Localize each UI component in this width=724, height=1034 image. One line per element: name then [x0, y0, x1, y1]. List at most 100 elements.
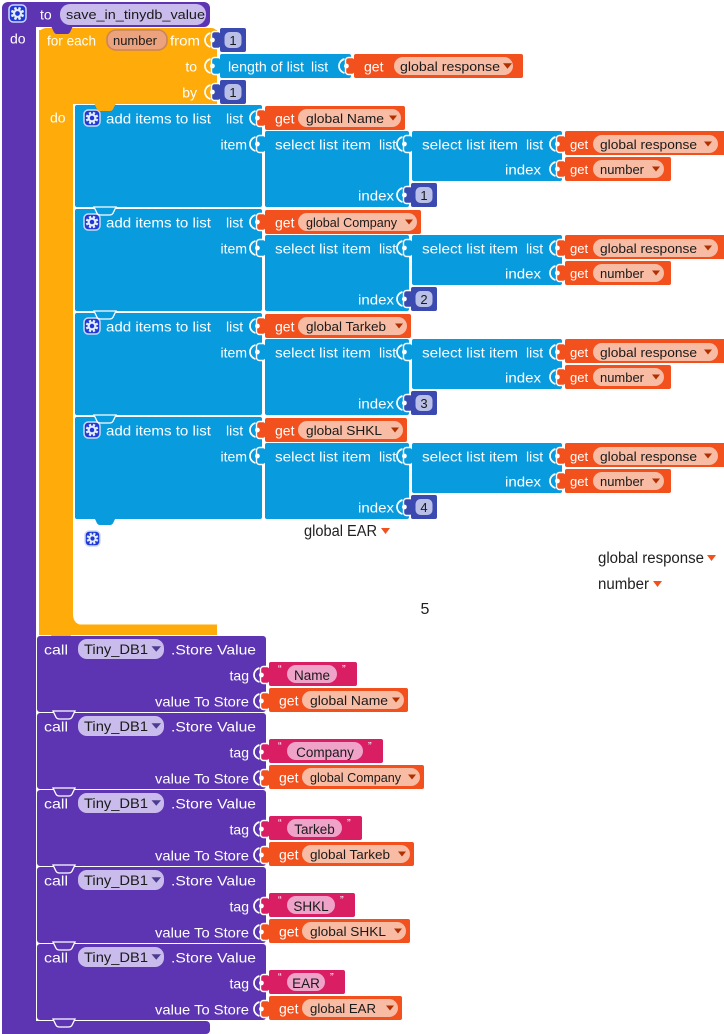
svg-text:for each: for each — [47, 33, 96, 49]
svg-text:get: get — [570, 449, 588, 464]
svg-text:list: list — [379, 241, 396, 257]
svg-text:get: get — [279, 847, 299, 863]
svg-text:index: index — [358, 500, 394, 516]
svg-text:global response: global response — [400, 59, 500, 74]
svg-text:length of list: length of list — [228, 59, 304, 75]
svg-text:”: ” — [347, 818, 351, 830]
svg-text:list: list — [526, 137, 543, 153]
svg-text:global EAR: global EAR — [310, 1001, 376, 1016]
svg-text:global response: global response — [600, 137, 697, 152]
svg-text:get: get — [570, 241, 588, 256]
svg-text:get: get — [279, 1001, 299, 1017]
svg-text:number: number — [113, 33, 158, 48]
svg-text:save_in_tinydb_value: save_in_tinydb_value — [66, 7, 205, 22]
svg-text:do: do — [10, 31, 26, 47]
svg-text:list: list — [526, 345, 543, 361]
svg-text:add items to list: add items to list — [106, 319, 211, 335]
svg-text:call: call — [44, 873, 68, 889]
svg-text:Name: Name — [294, 668, 330, 683]
svg-text:Tiny_DB1: Tiny_DB1 — [84, 642, 148, 657]
svg-text:value To Store: value To Store — [155, 694, 249, 710]
svg-text:value To Store: value To Store — [155, 848, 249, 864]
svg-text:global Company: global Company — [306, 215, 397, 230]
svg-text:get: get — [570, 345, 588, 360]
svg-text:global response: global response — [600, 241, 697, 256]
svg-text:.Store Value: .Store Value — [171, 796, 256, 812]
svg-text:list: list — [226, 423, 243, 439]
svg-text:”: ” — [368, 741, 372, 753]
svg-text:get: get — [275, 215, 295, 231]
svg-text:tag: tag — [230, 745, 249, 761]
svg-text:.Store Value: .Store Value — [171, 950, 256, 966]
svg-text:list: list — [379, 137, 396, 153]
svg-text:global response: global response — [598, 550, 704, 567]
svg-text:add items to list: add items to list — [106, 111, 211, 127]
svg-text:EAR: EAR — [292, 976, 320, 991]
svg-text:select list item: select list item — [422, 241, 518, 257]
svg-text:tag: tag — [230, 899, 249, 915]
svg-text:global Name: global Name — [310, 693, 388, 708]
svg-text:global Tarkeb: global Tarkeb — [310, 847, 390, 862]
svg-text:get: get — [570, 162, 588, 177]
svg-text:from: from — [170, 33, 200, 49]
svg-text:“: “ — [278, 818, 282, 830]
svg-text:index: index — [505, 266, 541, 282]
svg-text:3: 3 — [420, 396, 427, 411]
svg-text:“: “ — [278, 972, 282, 984]
svg-text:1: 1 — [229, 85, 236, 100]
svg-text:tag: tag — [230, 668, 249, 684]
svg-text:index: index — [505, 474, 541, 490]
svg-text:value To Store: value To Store — [155, 925, 249, 941]
svg-text:list: list — [379, 449, 396, 465]
svg-text:select list item: select list item — [275, 137, 371, 153]
svg-text:number: number — [600, 266, 645, 281]
svg-text:by: by — [182, 85, 197, 101]
svg-text:list: list — [311, 59, 328, 75]
svg-text:select list item: select list item — [422, 137, 518, 153]
svg-text:number: number — [600, 474, 645, 489]
svg-text:item: item — [221, 241, 247, 257]
svg-text:4: 4 — [420, 500, 427, 515]
svg-text:tag: tag — [230, 976, 249, 992]
svg-text:get: get — [570, 474, 588, 489]
svg-text:item: item — [221, 345, 247, 361]
svg-text:select list item: select list item — [422, 449, 518, 465]
svg-text:get: get — [275, 111, 295, 127]
svg-text:global response: global response — [600, 345, 697, 360]
svg-text:number: number — [598, 576, 649, 593]
svg-text:1: 1 — [229, 33, 236, 48]
svg-text:5: 5 — [421, 601, 430, 618]
svg-text:list: list — [226, 215, 243, 231]
svg-text:index: index — [505, 370, 541, 386]
svg-text:do: do — [50, 110, 66, 126]
svg-text:select list item: select list item — [422, 345, 518, 361]
svg-text:global EAR: global EAR — [304, 523, 377, 540]
svg-text:global SHKL: global SHKL — [310, 924, 386, 939]
svg-text:add items to list: add items to list — [106, 215, 211, 231]
svg-text:Tiny_DB1: Tiny_DB1 — [84, 719, 148, 734]
svg-text:Company: Company — [296, 745, 354, 760]
svg-text:call: call — [44, 950, 68, 966]
svg-text:value To Store: value To Store — [155, 771, 249, 787]
svg-text:list: list — [379, 345, 396, 361]
svg-text:global SHKL: global SHKL — [306, 423, 382, 438]
svg-text:“: “ — [278, 895, 282, 907]
svg-text:item: item — [221, 137, 247, 153]
svg-text:get: get — [275, 319, 295, 335]
svg-text:global Name: global Name — [306, 111, 384, 126]
svg-text:global Company: global Company — [310, 770, 401, 785]
svg-text:to: to — [185, 59, 197, 75]
svg-text:call: call — [44, 719, 68, 735]
svg-text:”: ” — [342, 664, 346, 676]
svg-text:to: to — [40, 7, 52, 23]
svg-text:get: get — [570, 370, 588, 385]
svg-text:get: get — [279, 924, 299, 940]
svg-text:get: get — [570, 137, 588, 152]
svg-text:1: 1 — [420, 188, 427, 203]
svg-text:select list item: select list item — [275, 241, 371, 257]
svg-text:number: number — [600, 370, 645, 385]
svg-text:2: 2 — [420, 292, 427, 307]
svg-text:index: index — [505, 162, 541, 178]
svg-text:.Store Value: .Store Value — [171, 719, 256, 735]
svg-text:list: list — [226, 111, 243, 127]
